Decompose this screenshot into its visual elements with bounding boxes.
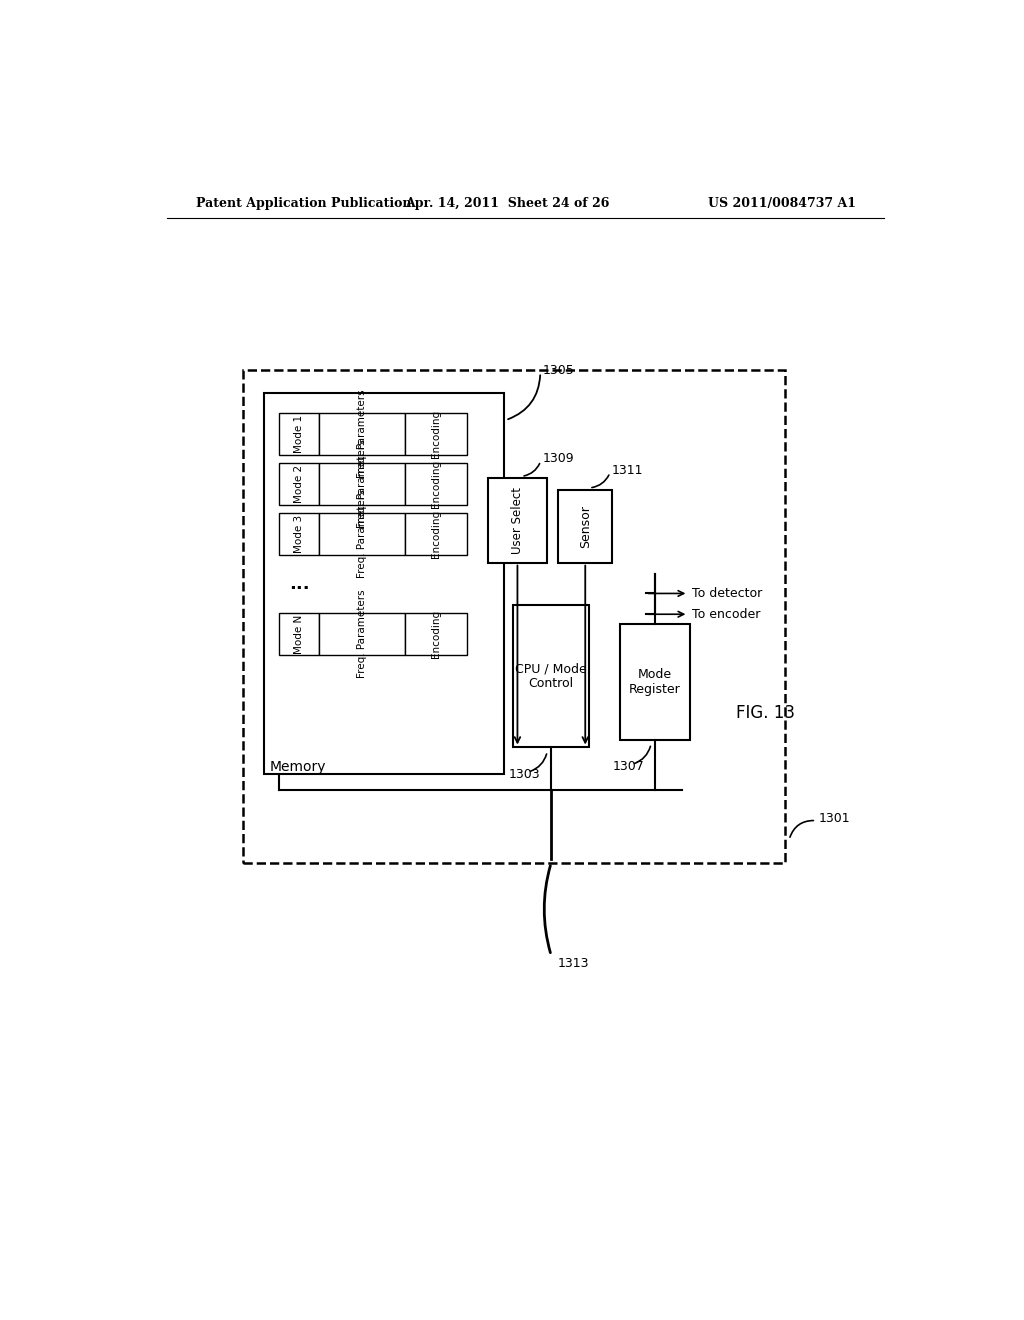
Bar — [319, 612, 404, 655]
Text: Freq. Parameters: Freq. Parameters — [357, 389, 367, 478]
Text: US 2011/0084737 A1: US 2011/0084737 A1 — [709, 197, 856, 210]
Text: Sensor: Sensor — [579, 504, 592, 548]
Bar — [404, 413, 467, 455]
Text: Mode
Register: Mode Register — [629, 668, 681, 696]
Bar — [319, 413, 404, 455]
Text: Mode 2: Mode 2 — [294, 465, 304, 503]
Text: Freq. Parameters: Freq. Parameters — [357, 440, 367, 528]
Bar — [404, 462, 467, 506]
Text: Mode 1: Mode 1 — [294, 414, 304, 453]
Text: Encoding: Encoding — [431, 610, 440, 657]
Text: Patent Application Publication: Patent Application Publication — [197, 197, 412, 210]
Text: Apr. 14, 2011  Sheet 24 of 26: Apr. 14, 2011 Sheet 24 of 26 — [406, 197, 610, 210]
Text: Mode N: Mode N — [294, 614, 304, 653]
Bar — [280, 462, 319, 506]
Text: To detector: To detector — [692, 587, 763, 601]
Text: Encoding: Encoding — [431, 409, 440, 458]
Text: Memory: Memory — [270, 760, 327, 774]
Text: 1311: 1311 — [611, 463, 643, 477]
Bar — [243, 370, 785, 863]
Text: 1309: 1309 — [543, 453, 573, 465]
Text: CPU / Mode
Control: CPU / Mode Control — [515, 663, 587, 690]
Bar — [404, 612, 467, 655]
Text: Encoding: Encoding — [431, 459, 440, 508]
Text: Encoding: Encoding — [431, 510, 440, 558]
Text: Freq. Parameters: Freq. Parameters — [357, 590, 367, 678]
Text: 1313: 1313 — [557, 957, 589, 970]
Bar — [488, 478, 547, 562]
Text: 1307: 1307 — [612, 760, 644, 774]
Bar — [513, 605, 589, 747]
Text: FIG. 13: FIG. 13 — [736, 704, 796, 722]
Text: Mode 3: Mode 3 — [294, 515, 304, 553]
Bar — [280, 512, 319, 554]
Bar — [263, 393, 504, 775]
Bar — [404, 512, 467, 554]
Bar — [280, 413, 319, 455]
Bar — [558, 490, 612, 562]
Text: To encoder: To encoder — [692, 607, 761, 620]
Text: 1301: 1301 — [818, 812, 850, 825]
Bar — [319, 462, 404, 506]
Bar — [280, 612, 319, 655]
Bar — [319, 512, 404, 554]
Text: 1303: 1303 — [509, 768, 540, 781]
Text: ...: ... — [289, 574, 309, 593]
Text: User Select: User Select — [511, 487, 524, 554]
Text: 1305: 1305 — [543, 363, 574, 376]
Bar — [621, 624, 690, 739]
Text: Freq. Parameters: Freq. Parameters — [357, 490, 367, 578]
